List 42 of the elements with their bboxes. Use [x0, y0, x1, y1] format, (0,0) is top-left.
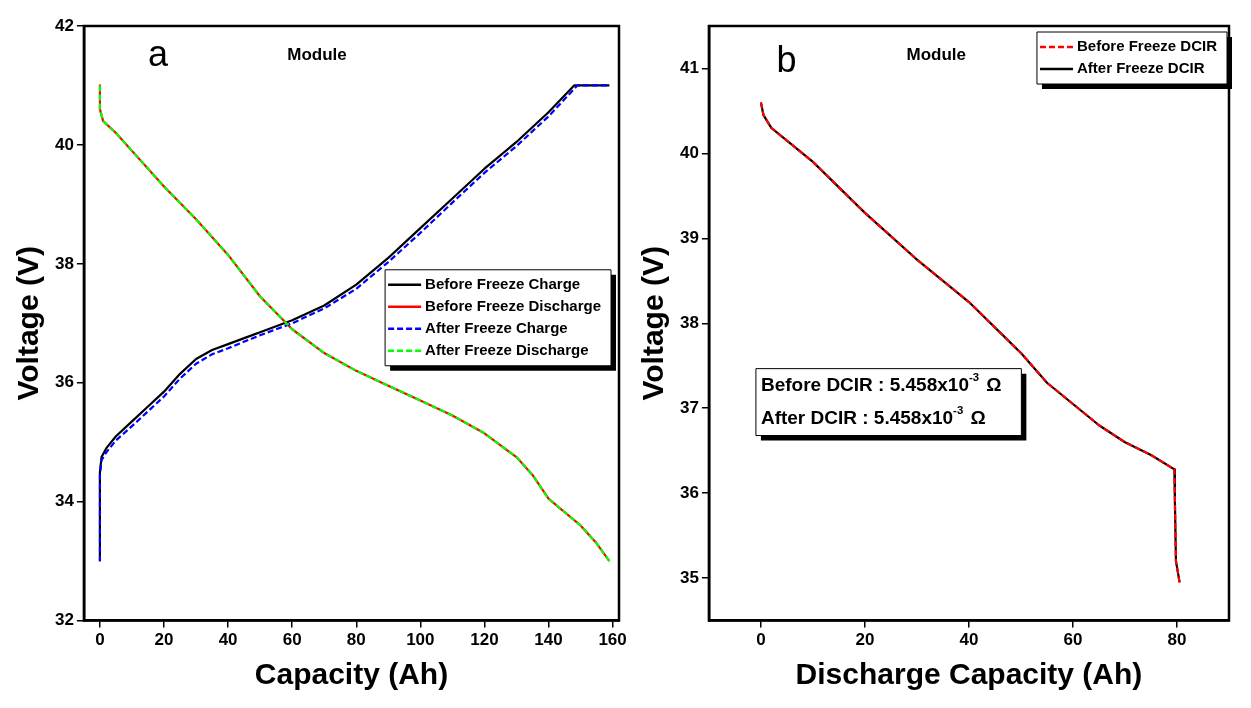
x-tick-label: 80 — [346, 630, 366, 650]
legend-label: After Freeze Discharge — [425, 340, 589, 358]
y-tick-label: 41 — [679, 58, 699, 78]
y-axis-title: Voltage (V) — [11, 246, 45, 401]
annotation: Module — [287, 45, 347, 65]
y-tick-label: 40 — [54, 134, 74, 154]
x-tick-label: 120 — [470, 630, 499, 650]
y-tick-label: 38 — [54, 253, 74, 273]
x-axis-title: Capacity (Ah) — [254, 657, 449, 691]
y-tick-label: 38 — [679, 312, 699, 332]
annotation: a — [148, 32, 170, 74]
legend-label: After Freeze Charge — [425, 318, 568, 336]
x-axis-title: Discharge Capacity (Ah) — [795, 657, 1143, 691]
x-tick-label: 100 — [406, 630, 435, 650]
legend-label: Before Freeze DCIR — [1076, 37, 1218, 55]
y-tick-label: 42 — [54, 15, 74, 35]
x-tick-label: 140 — [534, 630, 563, 650]
y-tick-label: 40 — [679, 143, 699, 163]
y-tick-label: 34 — [54, 491, 75, 511]
x-tick-label: 160 — [598, 630, 627, 650]
y-tick-label: 35 — [679, 567, 699, 587]
x-tick-label: 80 — [1167, 630, 1187, 650]
x-tick-label: 60 — [282, 630, 302, 650]
y-tick-label: 36 — [679, 482, 699, 502]
x-tick-label: 40 — [218, 630, 238, 650]
legend-label: Before Freeze Discharge — [425, 296, 601, 314]
x-tick-label: 20 — [154, 630, 174, 650]
y-tick-label: 36 — [54, 372, 74, 392]
annotation: b — [776, 38, 797, 80]
y-axis-title: Voltage (V) — [636, 246, 670, 401]
y-tick-label: 39 — [679, 228, 699, 248]
x-tick-label: 40 — [959, 630, 979, 650]
y-tick-label: 32 — [54, 610, 74, 630]
legend-label: After Freeze DCIR — [1076, 59, 1205, 77]
x-tick-label: 0 — [95, 630, 105, 650]
annotation: Module — [906, 45, 967, 65]
x-tick-label: 20 — [855, 630, 875, 650]
x-tick-label: 0 — [756, 630, 766, 650]
legend-label: Before Freeze Charge — [425, 274, 581, 292]
y-tick-label: 37 — [679, 397, 699, 417]
line-series — [759, 101, 1181, 584]
x-tick-label: 60 — [1063, 630, 1083, 650]
